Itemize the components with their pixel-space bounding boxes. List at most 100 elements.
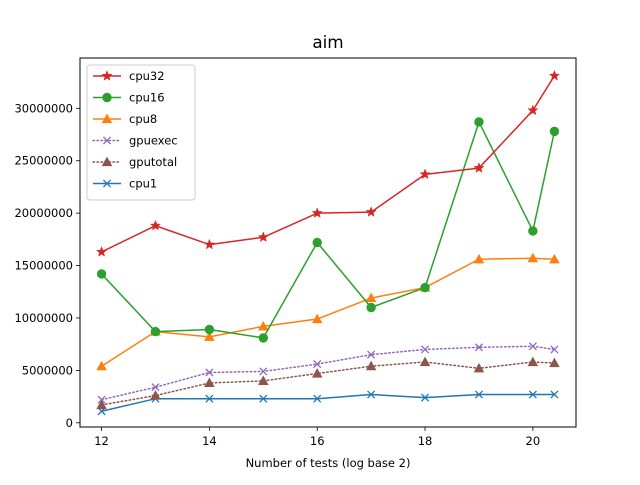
data-point-cpu32: [311, 207, 323, 218]
legend-marker: [101, 70, 113, 81]
data-point-cpu1: [420, 393, 430, 402]
series-line-cpu16: [101, 121, 556, 339]
series-gputotal: [96, 356, 560, 410]
legend-item-cpu8: cpu8: [93, 112, 157, 126]
x-tick-label: 20: [526, 434, 541, 448]
data-point-cpu32: [257, 231, 269, 243]
data-point-gputotal: [150, 390, 161, 400]
legend-item-gputotal: gputotal: [92, 155, 177, 169]
legend-label: cpu16: [129, 91, 165, 105]
data-point-cpu16: [528, 226, 538, 236]
data-point-gputotal: [258, 375, 269, 385]
data-point-cpu16: [549, 126, 560, 137]
axes-frame: [79, 57, 577, 428]
data-point-cpu1: [259, 394, 268, 403]
data-point-cpu32: [95, 246, 108, 257]
data-point-cpu32: [203, 238, 216, 250]
data-point-gpuexec: [528, 342, 537, 351]
data-point-cpu16: [150, 326, 161, 337]
data-point-cpu16: [366, 302, 376, 313]
data-point-gputotal: [419, 356, 431, 367]
data-point-cpu16: [474, 117, 484, 127]
y-tick-label: 30000000: [14, 101, 73, 115]
legend-label: cpu8: [129, 112, 157, 126]
data-point-cpu8: [311, 313, 323, 324]
series-cpu16: [96, 117, 560, 343]
legend-marker: [101, 156, 113, 167]
data-point-cpu8: [96, 360, 107, 371]
data-point-cpu1: [205, 394, 214, 403]
legend-marker: [102, 136, 112, 145]
chart-title: aim: [312, 32, 343, 52]
series-line-cpu8: [101, 257, 555, 367]
plot-area: 12 14 16 18 20 0 5000000 10000000 15000000 200000…: [14, 57, 577, 448]
x-tick-label: 12: [94, 434, 109, 448]
data-point-gputotal: [527, 356, 539, 367]
data-point-gpuexec: [550, 345, 559, 354]
legend-marker: [101, 113, 113, 124]
data-point-cpu16: [420, 282, 430, 293]
data-point-cpu32: [473, 162, 485, 173]
y-tick-label: 25000000: [14, 154, 73, 168]
data-point-cpu16: [312, 237, 322, 248]
data-point-gputotal: [204, 377, 215, 388]
series-gpuexec: [97, 342, 559, 404]
data-point-cpu32: [365, 206, 377, 217]
y-tick-label: 15000000: [14, 259, 73, 273]
series-line-gpuexec: [100, 345, 556, 401]
y-tick-label: 5000000: [22, 363, 73, 377]
legend-item-gpuexec: gpuexec: [92, 134, 178, 148]
data-point-gputotal: [365, 360, 377, 371]
data-point-cpu32: [419, 168, 431, 180]
data-point-gpuexec: [474, 343, 484, 352]
data-point-gpuexec: [151, 383, 160, 392]
data-point-cpu16: [96, 269, 107, 279]
legend-item-cpu32: cpu32: [93, 69, 165, 83]
data-point-gpuexec: [367, 350, 376, 359]
data-point-gpuexec: [97, 395, 106, 404]
legend-marker: [102, 92, 112, 103]
legend: cpu32 cpu16 cpu8 gpuexec gputotal cpu1: [86, 64, 196, 201]
series-line-cpu32: [101, 75, 556, 253]
series-cpu32: [95, 69, 561, 257]
legend-box: [86, 64, 196, 201]
data-point-gputotal: [549, 357, 560, 368]
data-point-cpu8: [258, 320, 269, 331]
data-point-cpu16: [258, 333, 269, 343]
data-point-gpuexec: [313, 360, 322, 369]
data-point-cpu1: [367, 390, 376, 399]
data-point-gpuexec: [259, 367, 268, 376]
y-tick-label: 10000000: [14, 311, 73, 325]
data-point-cpu1: [474, 390, 484, 399]
data-point-cpu8: [473, 253, 485, 264]
x-tick-label: 18: [418, 434, 433, 448]
data-point-cpu32: [548, 69, 561, 81]
legend-item-cpu16: cpu16: [93, 91, 165, 105]
series-line-gputotal: [100, 361, 556, 406]
x-axis-label: Number of tests (log base 2): [246, 456, 411, 470]
data-point-gpuexec: [420, 345, 430, 354]
data-point-cpu32: [527, 104, 539, 116]
data-point-gputotal: [473, 362, 485, 373]
legend-label: cpu32: [129, 69, 165, 83]
legend-marker: [102, 179, 112, 188]
x-tick-label: 14: [202, 434, 217, 448]
data-point-gputotal: [96, 399, 107, 410]
data-point-cpu1: [313, 394, 322, 403]
data-point-cpu8: [204, 331, 215, 341]
data-point-cpu8: [549, 253, 560, 264]
legend-label: gputotal: [129, 155, 177, 169]
data-point-gputotal: [311, 368, 323, 378]
data-point-cpu8: [527, 252, 539, 263]
data-point-cpu1: [550, 390, 559, 399]
data-point-cpu8: [365, 292, 377, 303]
series-line-cpu1: [101, 393, 555, 413]
legend-label: gpuexec: [129, 134, 178, 148]
data-point-gpuexec: [205, 368, 214, 377]
y-tick-label: 20000000: [14, 206, 73, 220]
legend-label: cpu1: [129, 177, 157, 191]
legend-item-cpu1: cpu1: [93, 177, 157, 191]
data-point-cpu16: [204, 324, 215, 335]
